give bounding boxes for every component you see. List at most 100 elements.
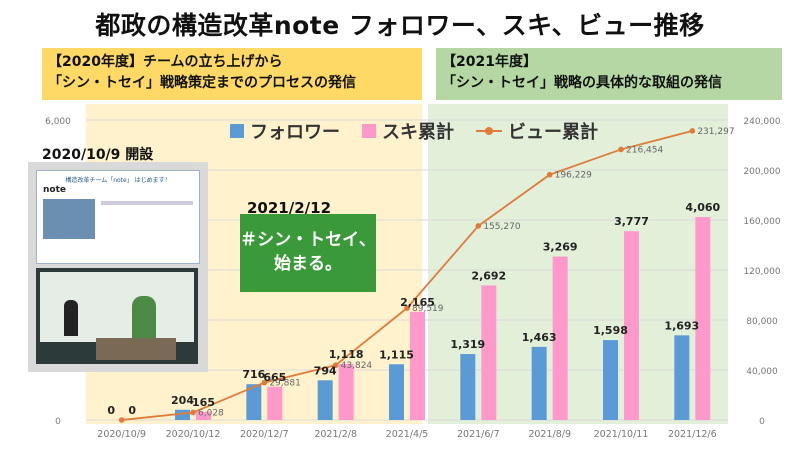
views-point — [475, 223, 482, 229]
followers-bar — [531, 346, 547, 420]
right-axis-tick-label: 120,000 — [743, 267, 780, 277]
legend-item-likes: スキ累計 — [362, 118, 454, 144]
right-axis-tick-label: 80,000 — [746, 317, 778, 327]
likes-bar — [410, 311, 425, 420]
followers-swatch — [230, 124, 244, 138]
views-value-label: 29,881 — [269, 379, 301, 389]
likes-swatch — [362, 124, 376, 138]
callout-line2: 始まる。 — [274, 254, 342, 274]
phase1-line2: 「シン・トセイ」戦略策定までのプロセスの発信 — [48, 75, 356, 91]
likes-value-label: 3,269 — [543, 241, 578, 254]
followers-value-label: 1,319 — [450, 338, 485, 351]
views-point — [190, 409, 196, 416]
followers-value-label: 716 — [242, 368, 265, 381]
views-value-label: 196,229 — [555, 171, 592, 181]
x-axis-tick-label: 2020/10/9 — [97, 429, 146, 440]
views-point — [689, 128, 696, 134]
likes-value-label: 665 — [263, 371, 286, 384]
phase2-line2: 「シン・トセイ」戦略の具体的な取組の発信 — [442, 75, 722, 91]
views-point — [332, 362, 339, 369]
views-value-label: 89,519 — [412, 304, 444, 314]
x-axis-tick-label: 2021/4/5 — [386, 429, 429, 440]
followers-value-label: 204 — [171, 394, 194, 407]
likes-bar — [196, 411, 211, 420]
bars — [175, 217, 711, 420]
likes-value-label: 0 — [128, 404, 136, 417]
podium — [96, 338, 176, 360]
callout-line1: ＃シン・トセイ、 — [240, 230, 376, 250]
likes-value-label: 165 — [192, 396, 215, 409]
left-axis-tick-label: 6,000 — [45, 117, 71, 127]
x-axis-tick-label: 2020/10/12 — [166, 429, 221, 440]
followers-bar — [317, 380, 333, 420]
phase1-label-box: 【2020年度】チームの立ち上げから 「シン・トセイ」戦略策定までのプロセスの発… — [42, 48, 422, 100]
legend-item-views: ビュー累計 — [476, 118, 598, 144]
followers-bar — [460, 354, 476, 420]
right-axis-tick-label: 200,000 — [743, 167, 780, 177]
right-axis-tick-label: 240,000 — [743, 117, 780, 127]
views-line — [118, 128, 696, 423]
views-point — [404, 305, 410, 311]
legend-item-followers: フォロワー — [230, 118, 340, 144]
phase2-line1: 【2021年度】 — [442, 54, 537, 70]
followers-bar — [246, 384, 262, 420]
followers-value-label: 1,598 — [593, 324, 628, 337]
x-axis-tick-label: 2021/12/6 — [668, 429, 717, 440]
likes-bar — [267, 386, 283, 420]
callout-box: ＃シン・トセイ、 始まる。 — [240, 214, 376, 292]
likes-value-label: 3,777 — [614, 215, 649, 228]
legend-label-likes: スキ累計 — [382, 122, 454, 143]
callout-date: 2021/2/12 — [247, 199, 332, 217]
likes-bar — [552, 256, 568, 420]
followers-value-label: 1,115 — [379, 348, 414, 361]
legend: フォロワー スキ累計 ビュー累計 — [230, 118, 598, 144]
likes-bar — [695, 217, 711, 420]
likes-value-label: 4,060 — [685, 201, 720, 214]
phase2-label-box: 【2021年度】 「シン・トセイ」戦略の具体的な取組の発信 — [436, 48, 782, 100]
note-logo: note — [43, 185, 66, 195]
views-swatch — [476, 127, 502, 135]
legend-label-followers: フォロワー — [250, 122, 340, 143]
followers-value-label: 794 — [314, 364, 337, 377]
x-axis-tick-label: 2021/6/7 — [457, 429, 500, 440]
views-value-label: 231,297 — [697, 127, 734, 137]
screenshot-header: 構造改革チーム「note」 はじめます！ — [65, 177, 171, 184]
views-value-label: 6,028 — [198, 408, 224, 418]
followers-bar — [674, 335, 690, 420]
views-point — [618, 146, 624, 153]
right-axis-tick-label: 0 — [759, 417, 765, 427]
x-axis-tick-label: 2021/2/8 — [314, 429, 357, 440]
phase1-line1: 【2020年度】チームの立ち上げから — [48, 54, 283, 70]
right-axis-tick-label: 160,000 — [743, 217, 780, 227]
views-point — [261, 379, 268, 386]
x-axis-tick-label: 2020/12/7 — [240, 429, 289, 440]
likes-bar — [624, 231, 639, 420]
page-title: 都政の構造改革note フォロワー、スキ、ビュー推移 — [95, 11, 705, 40]
followers-bar — [389, 364, 404, 420]
followers-value-label: 1,463 — [522, 331, 557, 344]
launch-date-label: 2020/10/9 開設 — [42, 147, 154, 163]
views-value-label: 216,454 — [626, 145, 663, 155]
left-axis-tick-label: 0 — [55, 417, 61, 427]
likes-value-label: 2,692 — [471, 269, 506, 282]
followers-value-label: 1,693 — [664, 319, 699, 332]
followers-value-label: 0 — [107, 404, 115, 417]
likes-value-label: 2,165 — [400, 296, 435, 309]
views-point — [118, 417, 125, 423]
views-point — [546, 171, 553, 178]
likes-bar — [481, 285, 497, 420]
x-axis-tick-label: 2021/10/11 — [594, 429, 649, 440]
axes: 0 40,000 80,000 120,000 160,000 200,000 240,00… — [45, 117, 781, 440]
legend-label-views: ビュー累計 — [508, 122, 598, 143]
text-placeholder-line — [101, 201, 193, 205]
likes-bar — [338, 364, 354, 420]
views-value-label: 43,824 — [341, 361, 373, 371]
likes-value-label: 1,118 — [329, 348, 364, 361]
note-page-screenshot: 構造改革チーム「note」 はじめます！ note — [36, 170, 200, 264]
followers-bar — [603, 340, 618, 420]
press-conference-photo — [36, 268, 198, 364]
right-axis-tick-label: 40,000 — [746, 367, 778, 377]
x-axis-tick-label: 2021/8/9 — [528, 429, 571, 440]
interpreter-figure — [64, 300, 78, 336]
